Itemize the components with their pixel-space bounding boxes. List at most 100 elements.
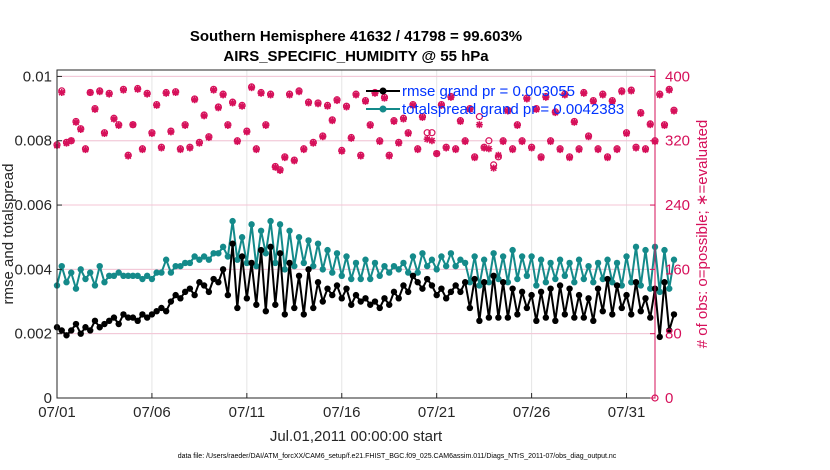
obs-evaluated-point: [485, 145, 493, 153]
obs-evaluated-point: [328, 117, 336, 125]
obs-evaluated-point: [437, 101, 445, 109]
obs-evaluated-point: [670, 107, 678, 115]
obs-evaluated-point: [233, 138, 241, 146]
totalspread-point: [561, 272, 569, 280]
obs-evaluated-point: [461, 138, 469, 146]
rmse-point: [628, 311, 635, 318]
obs-evaluated-point: [589, 97, 597, 105]
totalspread-point: [405, 269, 412, 276]
obs-evaluated-point: [399, 115, 407, 123]
obs-evaluated-point: [309, 139, 317, 147]
rmse-point: [58, 327, 65, 334]
totalspread-point: [371, 259, 379, 267]
rmse-point: [542, 314, 550, 321]
chart-title: Southern Hemisphere 41632 / 41798 = 99.6…: [190, 28, 522, 45]
totalspread-point: [348, 275, 355, 283]
rmse-point: [381, 295, 388, 302]
totalspread-point: [518, 253, 526, 260]
x-tick-label: 07/26: [513, 404, 551, 421]
rmse-point: [414, 279, 421, 286]
rmse-point: [490, 272, 497, 280]
totalspread-point: [485, 279, 493, 286]
totalspread-point: [590, 279, 597, 286]
rmse-point: [386, 301, 393, 308]
y2-tick-label: 160: [665, 261, 690, 278]
rmse-point: [210, 275, 217, 283]
totalspread-point: [238, 234, 246, 241]
totalspread-point: [300, 259, 307, 267]
rmse-point: [461, 279, 469, 286]
totalspread-point: [452, 262, 459, 270]
totalspread-point: [585, 262, 592, 270]
obs-evaluated-point: [452, 146, 460, 154]
obs-evaluated-point: [200, 112, 208, 120]
obs-evaluated-point: [86, 89, 94, 97]
obs-count-markers: [53, 83, 678, 402]
obs-possible-point: [475, 113, 483, 121]
totalspread-point: [191, 253, 198, 260]
obs-evaluated-point: [608, 97, 616, 105]
obs-evaluated-point: [110, 115, 118, 123]
rmse-point: [333, 282, 341, 289]
totalspread-point: [466, 279, 474, 286]
rmse-point: [518, 288, 526, 296]
obs-evaluated-point: [219, 91, 227, 99]
totalspread-point: [215, 250, 222, 257]
totalspread-point: [205, 256, 213, 263]
obs-evaluated-point: [665, 86, 673, 94]
rmse-point: [158, 304, 165, 312]
rmse-point: [547, 285, 554, 292]
totalspread-point: [537, 256, 545, 263]
rmse-point: [566, 285, 573, 292]
totalspread-point: [362, 256, 369, 263]
rmse-point: [191, 291, 198, 299]
totalspread-point: [91, 282, 99, 289]
totalspread-point: [115, 269, 122, 276]
rmse-point: [324, 285, 331, 292]
totalspread-point: [200, 253, 208, 260]
y-tick-label: 0.002: [14, 326, 52, 343]
rmse-point: [291, 304, 298, 312]
totalspread-point: [419, 250, 426, 257]
obs-evaluated-point: [466, 105, 474, 113]
rmse-point: [433, 291, 440, 299]
obs-evaluated-point: [333, 97, 341, 105]
rmse-point: [272, 301, 279, 308]
obs-evaluated-point: [347, 134, 355, 142]
obs-evaluated-point: [191, 96, 199, 104]
totalspread-point: [167, 269, 175, 276]
totalspread-point: [82, 275, 89, 283]
rmse-point: [167, 298, 175, 305]
obs-evaluated-point: [404, 130, 412, 138]
totalspread-point: [400, 259, 407, 267]
obs-evaluated-point: [499, 138, 507, 146]
rmse-point: [357, 298, 364, 305]
totalspread-point: [618, 282, 625, 289]
y2-axis-label: # of obs: o=possible; ∗=evaluated: [694, 120, 711, 349]
obs-evaluated-point: [646, 121, 654, 129]
x-axis-ticks: 07/01 07/06 07/11 07/16 07/21 07/26 07/31: [38, 393, 645, 421]
rmse-point: [177, 295, 184, 302]
obs-evaluated-point: [504, 107, 512, 115]
obs-evaluated-point: [205, 134, 213, 142]
totalspread-point: [414, 269, 421, 276]
obs-evaluated-point: [561, 91, 569, 99]
totalspread-point: [148, 275, 156, 283]
rmse-point: [148, 311, 156, 318]
rmse-point: [623, 291, 630, 299]
y-tick-label: 0: [44, 390, 52, 407]
obs-evaluated-point: [238, 102, 246, 110]
totalspread-point: [181, 259, 189, 267]
obs-evaluated-point: [324, 102, 332, 110]
obs-evaluated-point: [352, 91, 360, 99]
obs-evaluated-point: [72, 118, 80, 126]
rmse-point: [96, 324, 103, 331]
legend-rmse-label: rmse grand pr = 0.003055: [402, 83, 575, 100]
totalspread-point: [177, 262, 184, 270]
x-tick-label: 07/21: [418, 404, 456, 421]
y2-tick-label: 80: [665, 326, 682, 343]
rmse-point: [376, 304, 383, 312]
totalspread-point: [670, 256, 678, 263]
totalspread-point: [329, 269, 336, 276]
legend: rmse grand pr = 0.003055 totalspread gra…: [366, 83, 624, 118]
